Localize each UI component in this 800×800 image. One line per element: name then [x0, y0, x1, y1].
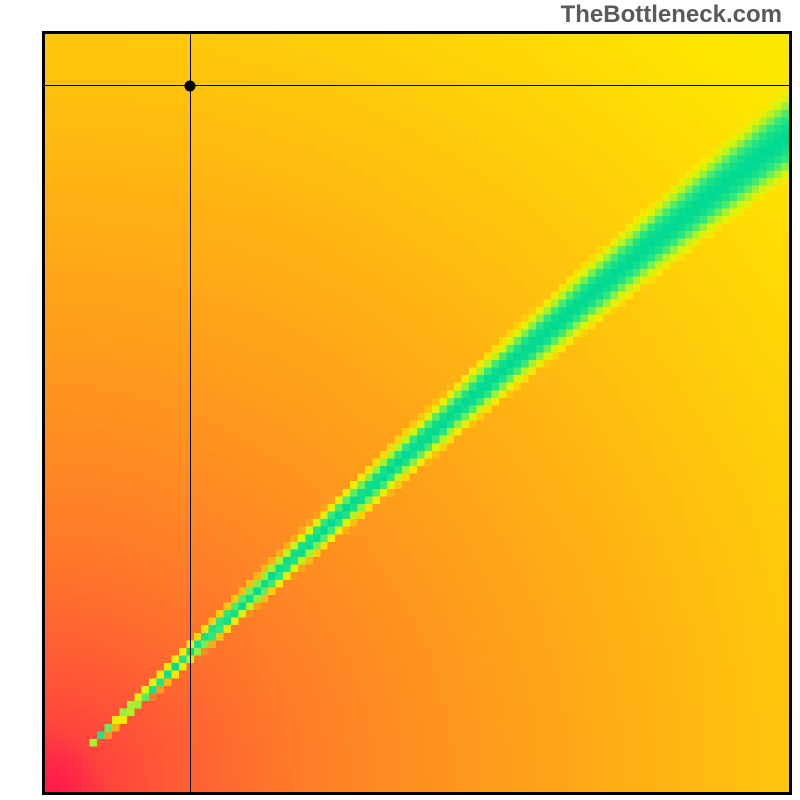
plot-border — [42, 31, 792, 795]
crosshair-horizontal — [45, 85, 789, 86]
crosshair-marker — [185, 80, 196, 91]
watermark-text: TheBottleneck.com — [561, 1, 782, 29]
crosshair-vertical — [190, 34, 191, 792]
chart-container: TheBottleneck.com — [0, 0, 800, 800]
